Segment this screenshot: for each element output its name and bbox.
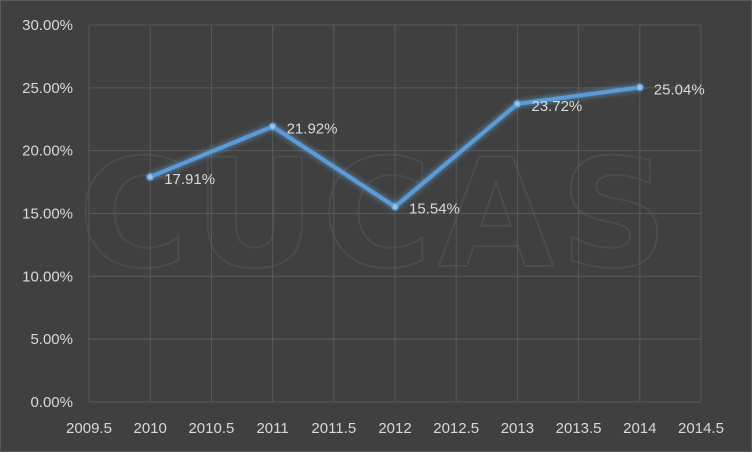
y-tick-label: 25.00% — [22, 80, 73, 97]
y-tick-label: 15.00% — [22, 206, 73, 223]
y-tick-label: 5.00% — [30, 331, 73, 348]
x-tick-label: 2013.5 — [556, 420, 602, 437]
x-tick-label: 2011.5 — [311, 420, 356, 437]
data-point — [513, 99, 522, 108]
x-tick-label: 2012 — [378, 420, 411, 437]
data-label: 25.04% — [654, 81, 705, 98]
x-tick-label: 2009.5 — [66, 420, 112, 437]
x-tick-label: 2013 — [501, 420, 534, 437]
data-label: 15.54% — [409, 201, 460, 218]
x-tick-label: 2011 — [256, 420, 288, 437]
x-tick-label: 2014.5 — [678, 420, 724, 437]
y-tick-label: 30.00% — [22, 17, 73, 34]
x-tick-label: 2010 — [134, 420, 167, 437]
gridlines — [88, 24, 702, 403]
x-tick-label: 2010.5 — [188, 420, 234, 437]
x-axis-ticks: 2009.5 2010 2010.5 2011 2011.5 2012 2012.5 2013… — [66, 420, 724, 437]
data-label: 17.91% — [164, 171, 215, 188]
data-point — [391, 202, 399, 211]
data-label: 23.72% — [531, 98, 582, 115]
data-point — [146, 172, 155, 181]
watermark-text: CUCAS — [78, 128, 674, 302]
y-tick-label: 10.00% — [22, 268, 73, 285]
series-group — [146, 83, 644, 211]
y-tick-label: 0.00% — [30, 394, 73, 411]
y-axis-ticks: 0.00% 5.00% 10.00% 15.00% 20.00% 25.00% 30.00% — [22, 17, 73, 411]
data-point — [635, 83, 644, 92]
x-tick-label: 2014 — [623, 420, 656, 437]
data-point — [268, 122, 277, 131]
data-labels: 17.91% 21.92% 15.54% 23.72% 25.04% — [164, 81, 704, 217]
y-tick-label: 20.00% — [22, 143, 73, 160]
x-tick-label: 2012.5 — [433, 420, 479, 437]
data-label: 21.92% — [287, 121, 338, 138]
